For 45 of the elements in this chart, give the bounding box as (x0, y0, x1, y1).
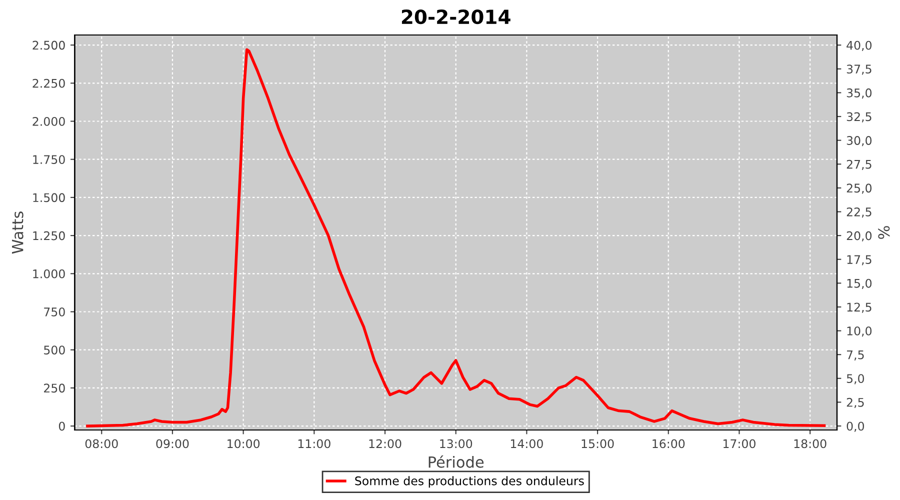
y-tick-label: 2.500 (32, 40, 65, 50)
y2-tick-label: 15,0 (847, 278, 872, 290)
y2-tick-label: 7,5 (846, 350, 864, 360)
y2-tick-label: 20,0 (846, 231, 872, 242)
chart-title: 20-2-2014 (402, 9, 510, 24)
x-tick-label: 10:00 (228, 439, 260, 448)
y2-tick-label: 5,0 (846, 374, 864, 384)
y2-tick-label: 27,5 (846, 160, 872, 170)
x-tick-label: 11:00 (298, 439, 330, 448)
y-tick-label: 1.000 (33, 269, 65, 278)
y-tick-label: 250 (44, 384, 65, 393)
y2-tick-label: 25,0 (846, 184, 872, 194)
legend-label: Somme des productions des onduleurs (355, 476, 584, 488)
y-tick-label: 1.250 (33, 231, 65, 240)
y-tick-label: 2.250 (32, 78, 65, 88)
y2-tick-label: 12,5 (847, 302, 872, 313)
x-tick-label: 18:00 (794, 439, 826, 448)
y2-axis-title: % (878, 226, 890, 239)
x-tick-label: 15:00 (582, 439, 614, 448)
y2-tick-label: 10,0 (847, 326, 872, 337)
y-axis-title: Watts (12, 212, 24, 254)
y-tick-label: 1.500 (33, 193, 65, 202)
y2-tick-label: 22,5 (846, 207, 872, 218)
x-tick-label: 13:00 (440, 439, 472, 448)
y-tick-label: 500 (44, 346, 65, 354)
x-axis-title: Période (428, 455, 484, 468)
x-tick-label: 16:00 (652, 439, 685, 448)
x-tick-label: 09:00 (156, 439, 189, 448)
y2-tick-label: 40,0 (846, 40, 872, 51)
x-tick-label: 14:00 (510, 439, 543, 448)
x-tick-label: 12:00 (369, 439, 402, 448)
x-tick-label: 17:00 (724, 439, 756, 448)
y2-tick-label: 30,0 (846, 136, 872, 146)
y-tick-label: 750 (44, 307, 65, 316)
y2-tick-label: 17,5 (847, 255, 872, 266)
y2-tick-label: 0,0 (846, 422, 864, 432)
y-tick-label: 1.750 (33, 155, 65, 164)
line-series (86, 48, 826, 428)
y2-tick-label: 37,5 (846, 64, 872, 75)
y2-tick-label: 2,5 (846, 398, 864, 408)
y2-tick-label: 32,5 (846, 112, 872, 122)
y2-tick-label: 35,0 (846, 88, 872, 99)
x-tick-label: 08:00 (85, 439, 118, 448)
y-tick-label: 2.000 (32, 116, 65, 126)
y-tick-label: 0 (58, 422, 65, 431)
